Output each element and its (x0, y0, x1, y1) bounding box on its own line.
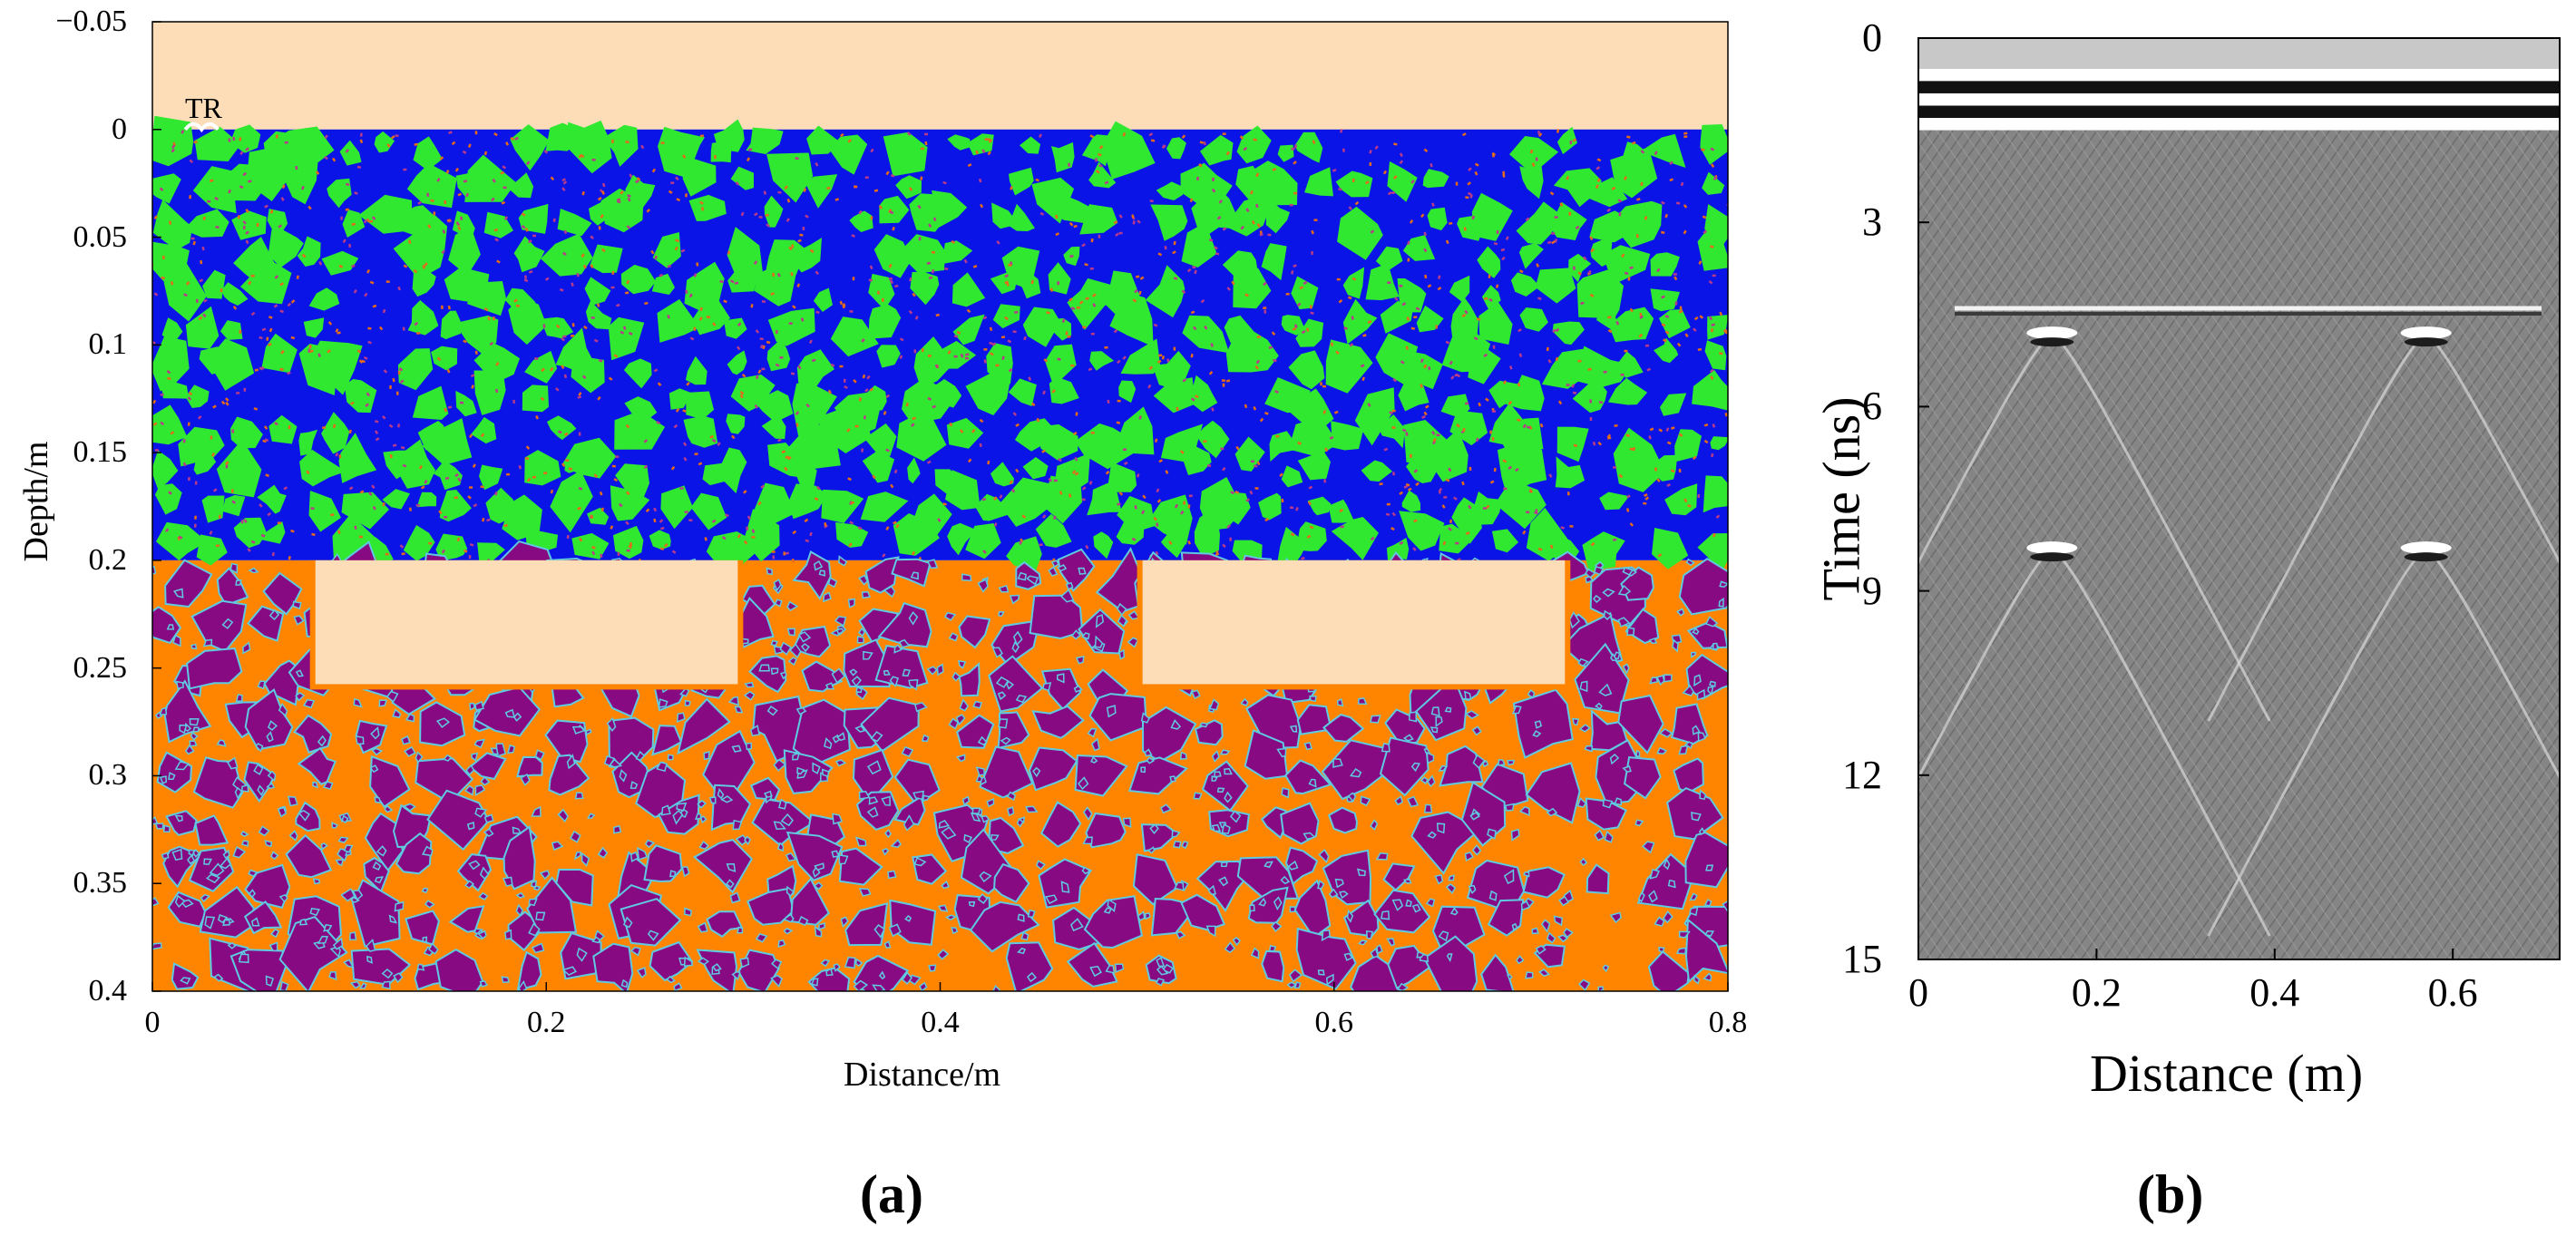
panel-a-xlabel: Distance/m (844, 1056, 1001, 1094)
hyperbola-2 (1918, 541, 2271, 937)
panel-b-ytick-label: 0 (1862, 15, 1882, 60)
air-layer (152, 22, 1728, 130)
panel-b: 0 0.2 0.4 0.6 0 3 6 9 12 15 Distance (m) Time (ns… (1778, 0, 2576, 1246)
direct-wave (1918, 38, 2560, 131)
panel-b-xtick-label: 0.4 (2249, 970, 2300, 1015)
panel-a-ytick-label: 0.25 (73, 650, 128, 685)
panel-b-frame (1917, 37, 2561, 960)
panel-b-ytick-label: 6 (1862, 384, 1882, 429)
panel-a-ytick-label: 0.2 (88, 542, 128, 577)
panel-a-ytick-label: 0 (112, 112, 127, 146)
panel-b-ytick-label: 3 (1862, 200, 1882, 245)
hyperbola-0 (1918, 326, 2271, 722)
upper-aggregates (152, 115, 1728, 583)
panel-a-xtick-label: 0.8 (1708, 1006, 1748, 1039)
void-1 (1142, 560, 1566, 685)
panel-a-xtick-label: 0.4 (921, 1006, 960, 1039)
panel-a-xtick-label: 0.2 (527, 1006, 566, 1039)
panel-a-ytick-label: 0.35 (73, 866, 128, 900)
panel-a-xtick-label: 0.6 (1314, 1006, 1354, 1039)
tr-antenna-marker (183, 122, 220, 133)
panel-a-ylabel: Depth/m (17, 441, 55, 562)
panel-b-xtick-label: 0.2 (2071, 970, 2122, 1015)
lower-aggregates (152, 540, 1728, 991)
upper-fine-particles (152, 129, 1728, 565)
panel-b-xlabel: Distance (m) (2090, 1044, 2364, 1103)
panel-b-plot (1917, 37, 2561, 960)
void-0 (315, 560, 738, 685)
panel-a-ytick-label: −0.05 (55, 5, 127, 38)
panel-a-ytick-label: 0.4 (88, 974, 128, 1008)
panel-a-ytick-label: 0.1 (88, 327, 128, 362)
panel-b-ytick-label: 15 (1842, 937, 1882, 981)
panel-a-annotation: TR (185, 92, 222, 124)
panel-b-ytick-label: 12 (1842, 752, 1882, 797)
panel-a-ytick-label: 0.15 (73, 435, 128, 470)
panel-b-xtick-label: 0 (1908, 970, 1928, 1015)
panel-a-ytick-label: 0.05 (73, 219, 128, 254)
panel-a-xtick-label: 0 (144, 1006, 161, 1039)
panel-a-plot (151, 21, 1729, 992)
hyperbola-3 (2207, 541, 2560, 937)
panel-b-caption: (b) (2137, 1164, 2204, 1224)
panel-a-ytick-label: 0.3 (88, 758, 128, 793)
panel-b-ytick-label: 9 (1862, 568, 1882, 613)
panel-b-xtick-label: 0.6 (2427, 970, 2478, 1015)
hyperbola-1 (2207, 326, 2560, 722)
panel-b-ylabel: Time (ns) (1811, 396, 1871, 601)
panel-a: 0 0.2 0.4 0.6 0.8 −0.05 0 0.05 0.1 0.15 0.2 0.25 0.3… (17, 5, 1748, 1225)
panel-a-caption: (a) (860, 1164, 923, 1224)
